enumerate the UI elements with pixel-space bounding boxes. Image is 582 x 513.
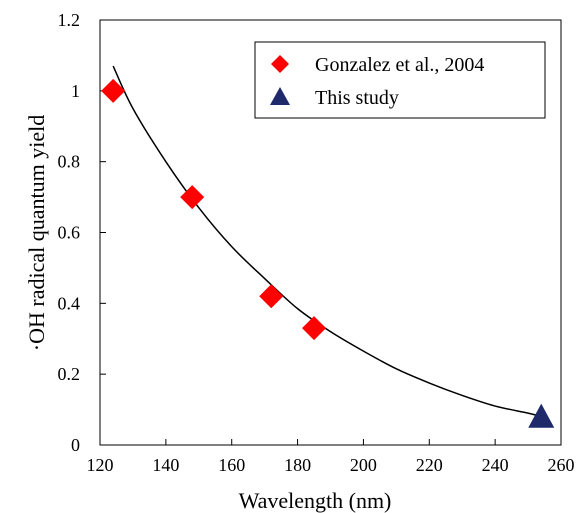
- y-tick-label: 0.4: [58, 293, 81, 313]
- y-tick-label: 0.6: [58, 223, 81, 243]
- x-tick-label: 220: [416, 455, 443, 475]
- y-tick-label: 1.2: [58, 10, 81, 30]
- x-tick-label: 240: [482, 455, 509, 475]
- legend-box: [254, 41, 546, 119]
- y-tick-label: 1: [71, 81, 80, 101]
- data-point-diamond: [180, 185, 205, 210]
- y-axis-title: ·OH radical quantum yield: [24, 115, 49, 351]
- legend-label-this-study: This study: [315, 87, 399, 109]
- y-tick-label: 0.2: [58, 364, 81, 384]
- x-axis-ticks: 120 140 160 180 200 220 240 260: [87, 439, 575, 475]
- trend-line-group: [112, 65, 542, 418]
- x-tick-label: 140: [152, 455, 179, 475]
- x-tick-label: 160: [218, 455, 245, 475]
- legend-marker-this-study: [270, 87, 290, 105]
- data-point-triangle: [528, 403, 555, 428]
- x-tick-label: 260: [548, 455, 575, 475]
- data-point-diamond: [101, 78, 126, 103]
- y-tick-label: 0.8: [58, 152, 81, 172]
- x-tick-label: 180: [284, 455, 311, 475]
- x-tick-label: 120: [87, 455, 114, 475]
- data-points: [101, 78, 555, 428]
- trend-line: [112, 65, 542, 418]
- x-tick-label: 200: [350, 455, 377, 475]
- legend: Gonzalez et al., 2004 This study: [254, 41, 546, 119]
- legend-label-gonzalez: Gonzalez et al., 2004: [315, 54, 484, 76]
- y-tick-label: 0: [71, 435, 80, 455]
- data-point-diamond: [302, 316, 327, 341]
- x-axis-title: Wavelength (nm): [239, 488, 392, 513]
- legend-marker-gonzalez: [271, 55, 289, 73]
- data-point-diamond: [259, 284, 284, 309]
- y-axis-ticks: 0 0.2 0.4 0.6 0.8 1 1.2: [58, 10, 106, 455]
